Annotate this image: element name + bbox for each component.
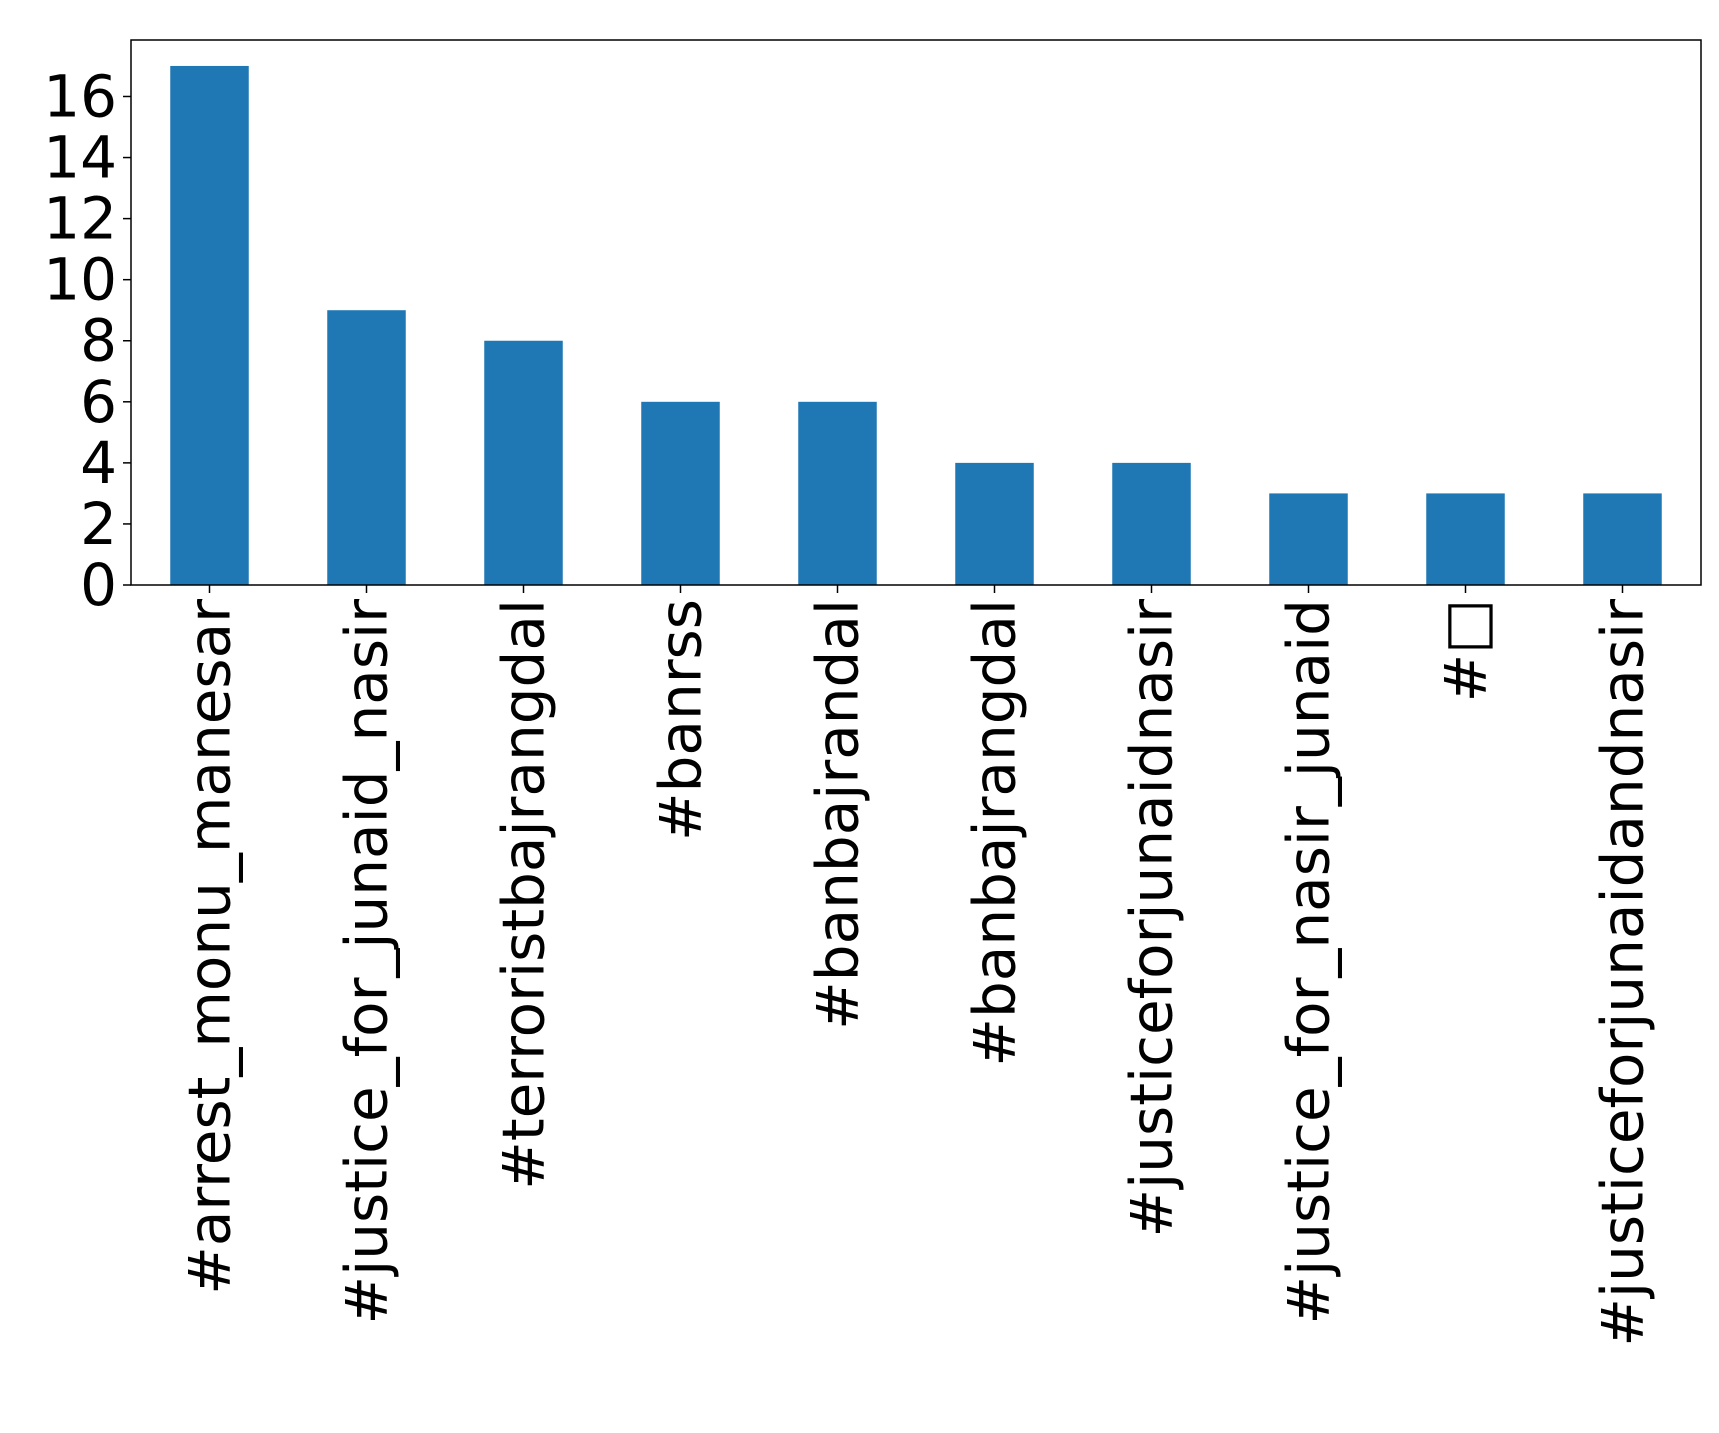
- bars-group: [170, 65, 1662, 585]
- x-tick-label: #justice_for_junaid_nasir: [333, 599, 401, 1325]
- y-tick-label: 12: [43, 185, 117, 253]
- x-tick-label: #arrest_monu_manesar: [176, 599, 244, 1295]
- y-tick-label: 14: [43, 124, 117, 192]
- bar: [955, 462, 1034, 585]
- bar: [170, 65, 249, 585]
- bar: [641, 401, 720, 585]
- x-tick-label: #justice_for_nasir_junaid: [1275, 599, 1343, 1324]
- x-tick-label: #banrss: [647, 599, 715, 841]
- x-axis: #arrest_monu_manesar #justice_for_junaid_…: [176, 585, 1657, 1347]
- bar: [484, 340, 563, 585]
- x-tick-label: #justiceforjunaidnasir: [1118, 599, 1186, 1238]
- bar: [1426, 493, 1505, 585]
- bar: [327, 310, 406, 585]
- y-tick-label: 4: [80, 429, 117, 497]
- plot-frame: [130, 39, 1702, 586]
- y-tick-label: 8: [80, 307, 117, 375]
- y-tick-label: 10: [43, 246, 117, 314]
- x-tick-label: #□: [1432, 599, 1500, 702]
- x-tick-label: #terroristbajrangdal: [490, 599, 558, 1190]
- y-tick-label: 16: [43, 62, 117, 130]
- x-tick-label: #justiceforjunaidandnasir: [1589, 599, 1657, 1347]
- bar: [1269, 493, 1348, 585]
- y-tick-label: 6: [80, 368, 117, 436]
- bar: [1583, 493, 1662, 585]
- y-tick-label: 2: [80, 490, 117, 558]
- x-tick-label: #banbajrandal: [804, 599, 872, 1030]
- x-tick-label: #banbajrangdal: [961, 599, 1029, 1067]
- bar: [1112, 462, 1191, 585]
- bar: [798, 401, 877, 585]
- y-tick-label: 0: [80, 551, 117, 619]
